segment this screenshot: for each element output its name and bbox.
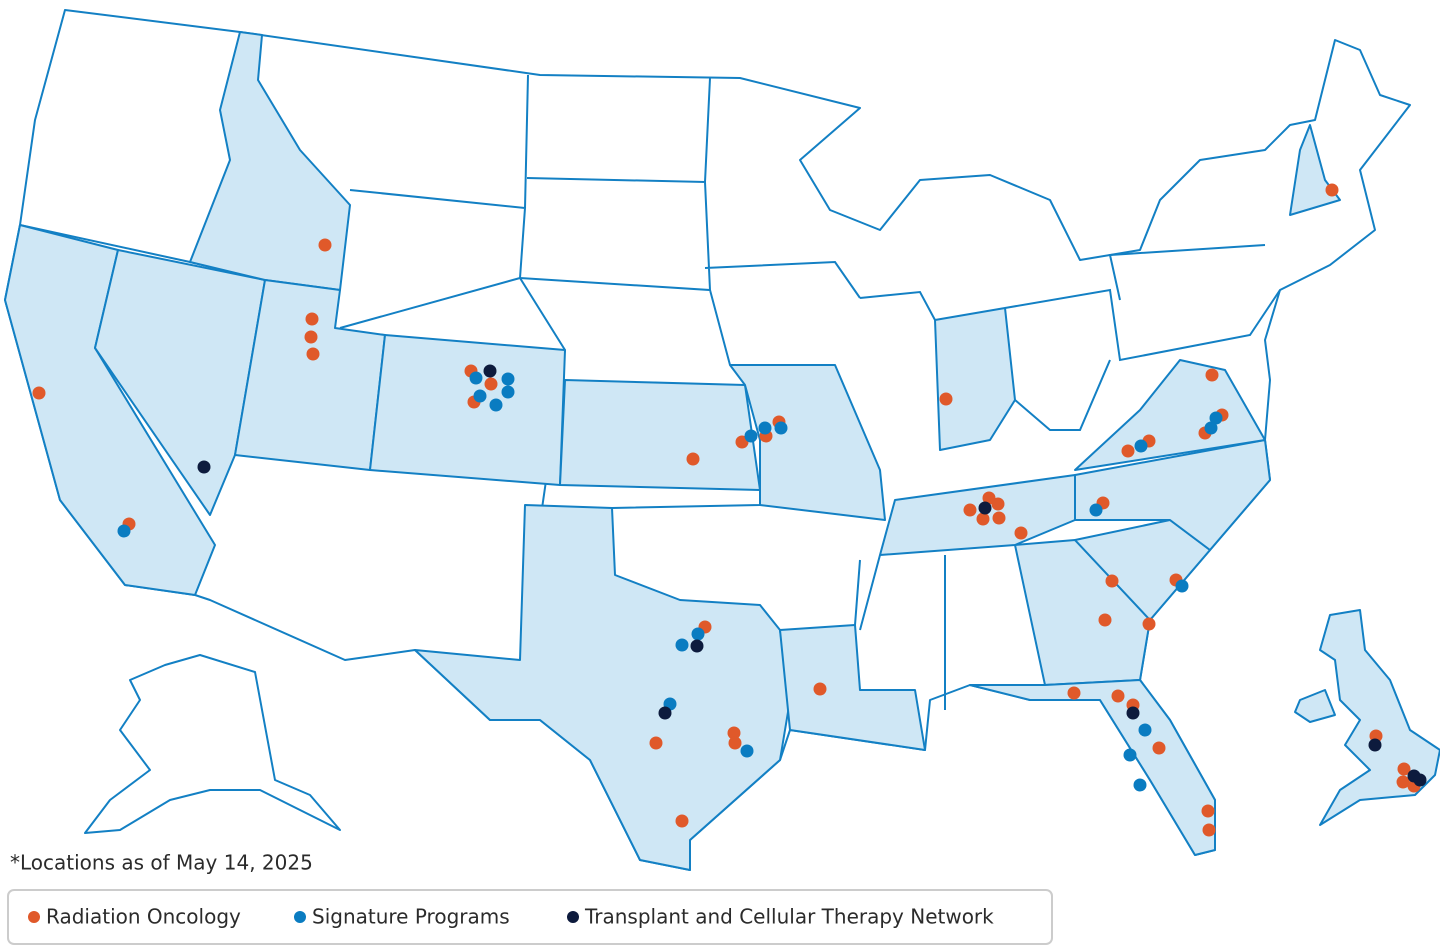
location-dot xyxy=(1325,183,1339,197)
location-dot xyxy=(976,512,990,526)
location-dot xyxy=(744,429,758,443)
location-dot xyxy=(1111,689,1125,703)
location-dot xyxy=(727,726,741,740)
location-dot xyxy=(1202,823,1216,837)
location-dot xyxy=(813,682,827,696)
legend-box xyxy=(7,889,1053,945)
location-dot xyxy=(1123,748,1137,762)
location-dot xyxy=(963,503,977,517)
location-dot xyxy=(1126,706,1140,720)
location-dot xyxy=(304,330,318,344)
location-dot xyxy=(675,638,689,652)
location-dot xyxy=(675,814,689,828)
location-dot xyxy=(658,706,672,720)
locations xyxy=(32,183,1427,837)
location-dot xyxy=(117,524,131,538)
legend-label: Transplant and Cellular Therapy Network xyxy=(584,905,994,929)
location-dot xyxy=(1142,617,1156,631)
legend-dot xyxy=(567,911,579,923)
location-dot xyxy=(939,392,953,406)
location-dot xyxy=(1089,503,1103,517)
highlighted-states xyxy=(4,31,1440,871)
location-dot xyxy=(306,347,320,361)
location-dot xyxy=(740,744,754,758)
location-dot xyxy=(1413,773,1427,787)
location-dot xyxy=(690,639,704,653)
location-dot xyxy=(1175,579,1189,593)
location-dot xyxy=(1204,421,1218,435)
location-dot xyxy=(686,452,700,466)
location-dot xyxy=(305,312,319,326)
location-dot xyxy=(483,364,497,378)
location-dot xyxy=(1121,444,1135,458)
location-dot xyxy=(1396,775,1410,789)
location-dot xyxy=(501,385,515,399)
location-dot xyxy=(1209,411,1223,425)
location-dot xyxy=(1368,738,1382,752)
legend-label: Radiation Oncology xyxy=(46,905,241,929)
location-dot xyxy=(469,371,483,385)
location-dot xyxy=(197,460,211,474)
location-dot xyxy=(1152,741,1166,755)
location-dot xyxy=(691,627,705,641)
location-dot xyxy=(978,501,992,515)
location-dot xyxy=(1205,368,1219,382)
legend: Radiation Oncology Signature Programs Tran… xyxy=(28,905,994,929)
location-dot xyxy=(992,511,1006,525)
location-dot xyxy=(1105,574,1119,588)
footnote: *Locations as of May 14, 2025 xyxy=(10,851,313,875)
legend-label: Signature Programs xyxy=(312,905,510,929)
location-dot xyxy=(473,389,487,403)
location-dot xyxy=(774,421,788,435)
location-dot xyxy=(758,421,772,435)
location-dot xyxy=(484,377,498,391)
location-dot xyxy=(1138,723,1152,737)
legend-dot xyxy=(294,911,306,923)
location-dot xyxy=(1397,762,1411,776)
location-dot xyxy=(649,736,663,750)
location-dot xyxy=(501,372,515,386)
location-dot xyxy=(1134,439,1148,453)
location-dot xyxy=(1133,778,1147,792)
location-dot xyxy=(489,398,503,412)
location-dot xyxy=(1201,804,1215,818)
location-dot xyxy=(1098,613,1112,627)
location-dot xyxy=(32,386,46,400)
legend-dot xyxy=(28,911,40,923)
location-dot xyxy=(1014,526,1028,540)
location-dot xyxy=(1067,686,1081,700)
location-dot xyxy=(728,736,742,750)
location-dot xyxy=(991,497,1005,511)
location-dot xyxy=(318,238,332,252)
